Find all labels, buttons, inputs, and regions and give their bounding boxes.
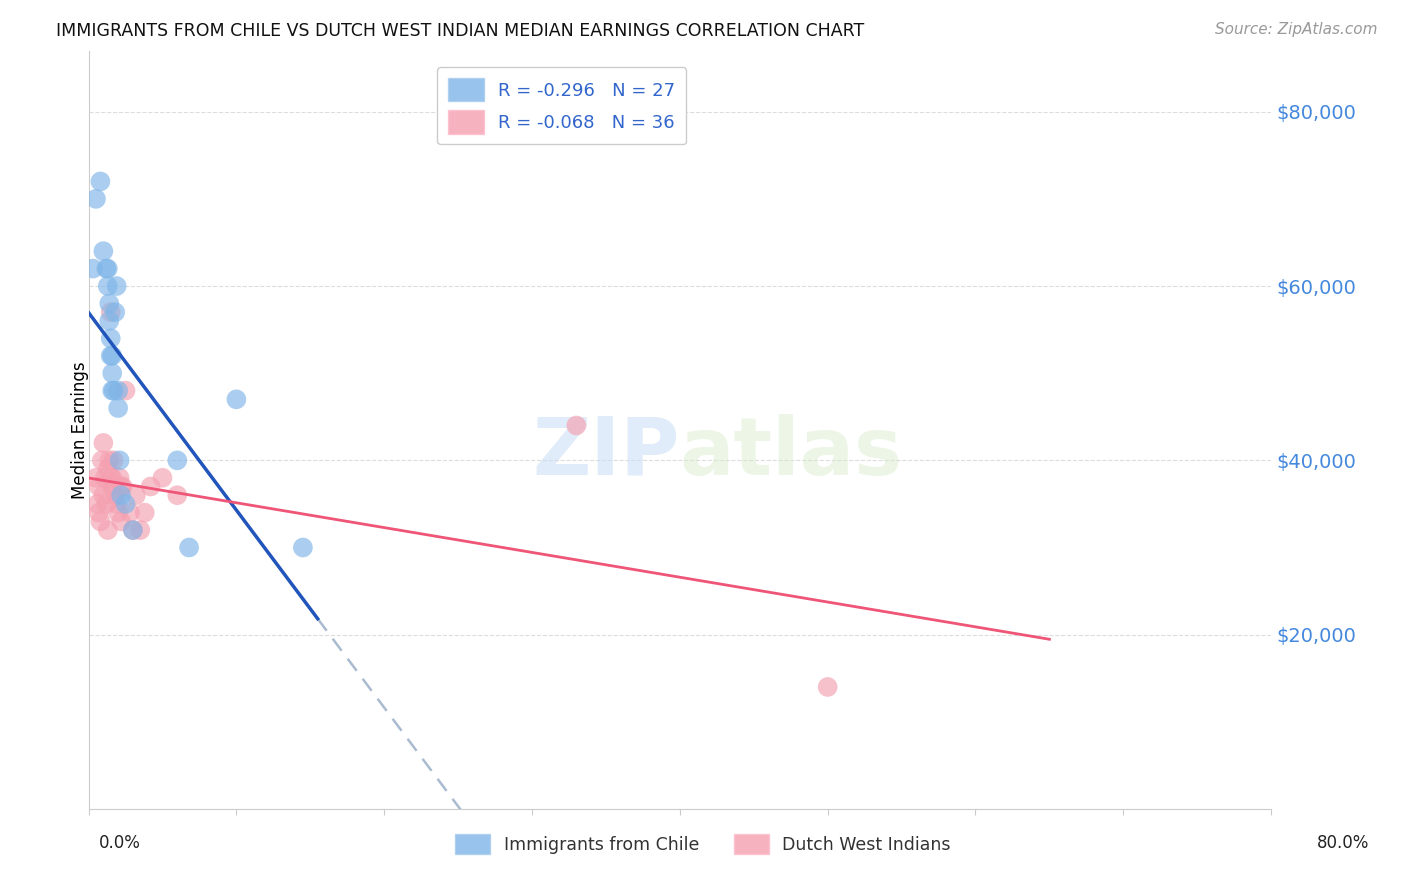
Point (101, 471, 124, 485)
Point (166, 488, 188, 502)
Legend: Immigrants from Chile, Dutch West Indians: Immigrants from Chile, Dutch West Indian… (449, 827, 957, 861)
Point (114, 384, 136, 398)
Point (152, 471, 174, 485)
Point (110, 479, 132, 493)
Point (100, 331, 122, 345)
Point (96, 497, 118, 511)
Point (101, 479, 124, 493)
Point (125, 488, 148, 502)
Point (97, 462, 120, 476)
Text: Source: ZipAtlas.com: Source: ZipAtlas.com (1215, 22, 1378, 37)
Point (108, 453, 131, 467)
Point (97, 279, 120, 293)
Point (291, 541, 314, 555)
Point (100, 349, 122, 363)
Point (89, 174, 111, 188)
Point (93, 244, 115, 259)
Point (122, 523, 145, 537)
Point (100, 305, 122, 319)
Point (177, 541, 200, 555)
Legend: R = -0.296   N = 27, R = -0.068   N = 36: R = -0.296 N = 27, R = -0.068 N = 36 (437, 67, 686, 145)
Point (86, 497, 108, 511)
Point (107, 384, 129, 398)
Point (87, 479, 110, 493)
Point (817, 680, 839, 694)
Point (94, 471, 117, 485)
Point (93, 488, 115, 502)
Point (84, 471, 107, 485)
Text: 0.0%: 0.0% (98, 834, 141, 852)
Point (114, 497, 136, 511)
Point (101, 366, 124, 380)
Point (111, 479, 134, 493)
Point (110, 488, 132, 502)
Point (129, 523, 152, 537)
Point (100, 471, 122, 485)
Point (104, 488, 127, 502)
Point (105, 497, 128, 511)
Text: ZIP: ZIP (533, 414, 681, 491)
Point (108, 471, 131, 485)
Point (122, 523, 145, 537)
Point (139, 479, 162, 493)
Text: IMMIGRANTS FROM CHILE VS DUTCH WEST INDIAN MEDIAN EARNINGS CORRELATION CHART: IMMIGRANTS FROM CHILE VS DUTCH WEST INDI… (56, 22, 865, 40)
Point (84, 192, 107, 206)
Point (105, 279, 128, 293)
Point (110, 514, 132, 528)
Point (98, 314, 121, 328)
Point (101, 349, 124, 363)
Point (101, 384, 124, 398)
Point (225, 392, 247, 407)
Point (98, 453, 121, 467)
Point (107, 401, 129, 415)
Point (89, 514, 111, 528)
Point (97, 523, 120, 537)
Point (565, 418, 588, 433)
Point (98, 296, 121, 310)
Point (134, 506, 156, 520)
Point (97, 261, 120, 276)
Point (103, 453, 125, 467)
Point (118, 506, 141, 520)
Point (96, 261, 118, 276)
Point (103, 384, 125, 398)
Point (87, 506, 110, 520)
Text: atlas: atlas (681, 414, 903, 491)
Point (82, 261, 104, 276)
Point (90, 453, 112, 467)
Point (166, 453, 188, 467)
Point (107, 506, 129, 520)
Point (93, 436, 115, 450)
Point (104, 305, 127, 319)
Text: 80.0%: 80.0% (1316, 834, 1369, 852)
Y-axis label: Median Earnings: Median Earnings (72, 361, 89, 499)
